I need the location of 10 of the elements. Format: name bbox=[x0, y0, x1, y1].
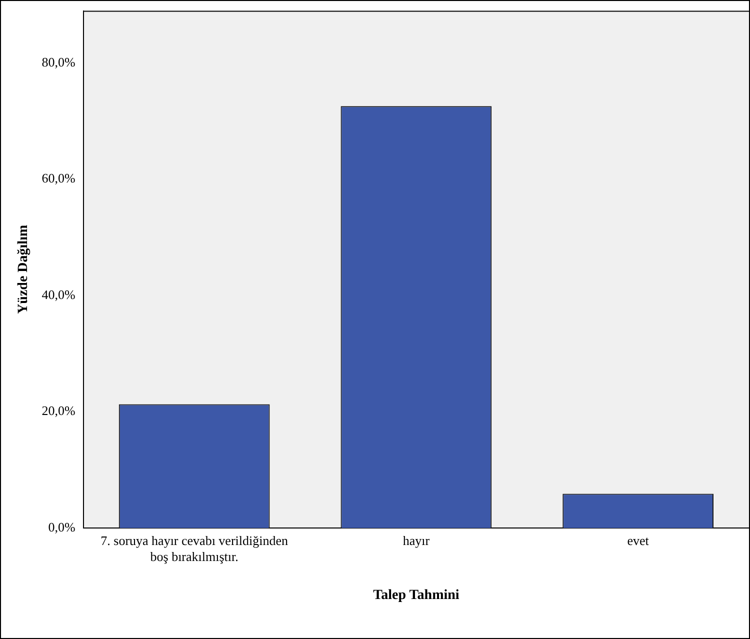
y-tick-label: 40,0% bbox=[42, 286, 76, 302]
y-tick-label: 0,0% bbox=[48, 519, 76, 534]
y-tick-label: 60,0% bbox=[42, 170, 76, 186]
y-axis-title: Yüzde Dağılım bbox=[16, 224, 32, 314]
x-tick-label: evet bbox=[627, 533, 650, 548]
x-axis-title: Talep Tahmini bbox=[373, 588, 460, 604]
y-tick-label: 80,0% bbox=[42, 54, 76, 70]
x-tick-label: 7. soruya hayır cevabı verildiğinden boş bırakılmıştır. bbox=[100, 533, 288, 564]
y-tick-label: 20,0% bbox=[42, 403, 76, 418]
x-tick-label: hayır bbox=[402, 533, 430, 548]
